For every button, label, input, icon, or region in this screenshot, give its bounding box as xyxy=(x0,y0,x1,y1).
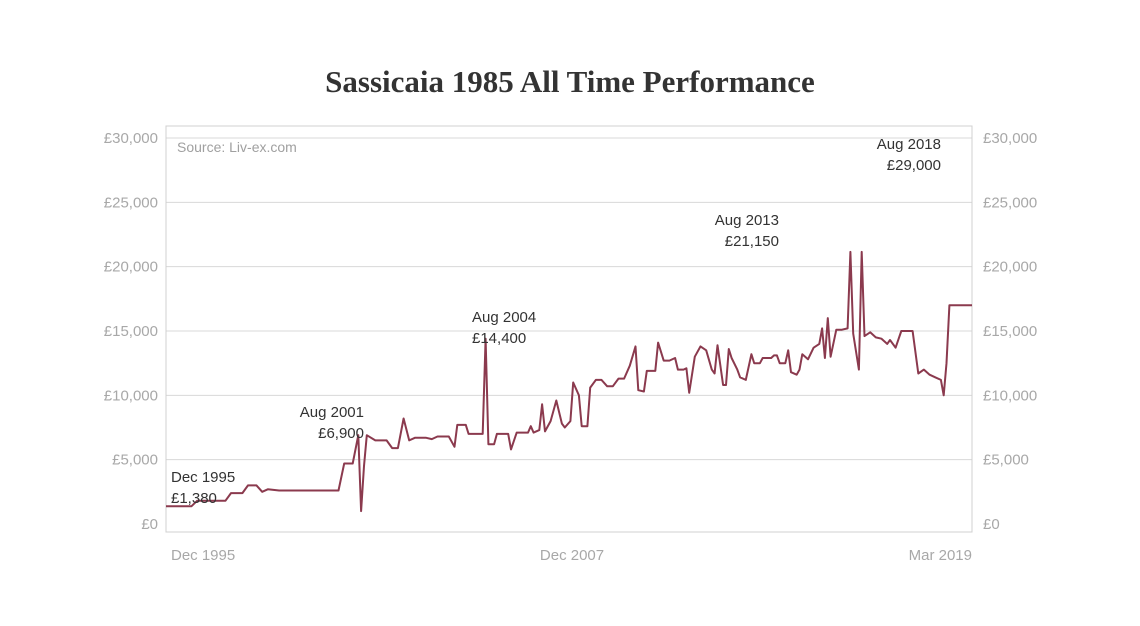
y-tick-label-right: £20,000 xyxy=(983,259,1037,276)
y-tick-label-left: £15,000 xyxy=(104,323,158,340)
y-tick-label-right: £0 xyxy=(983,516,1000,533)
chart-title: Sassicaia 1985 All Time Performance xyxy=(325,64,815,99)
y-tick-label-left: £20,000 xyxy=(104,259,158,276)
annotation-date: Aug 2018 xyxy=(877,136,941,153)
series-line xyxy=(166,250,972,513)
annotation-value: £14,400 xyxy=(472,330,526,347)
gridlines xyxy=(166,137,972,461)
y-tick-label-left: £5,000 xyxy=(112,452,158,469)
y-tick-label-left: £30,000 xyxy=(104,130,158,147)
x-tick-label: Dec 2007 xyxy=(540,547,604,564)
annotation-date: Aug 2013 xyxy=(715,212,779,229)
annotation-date: Dec 1995 xyxy=(171,469,235,486)
annotation-value: £29,000 xyxy=(887,157,941,174)
y-tick-label-right: £15,000 xyxy=(983,323,1037,340)
y-tick-label-right: £25,000 xyxy=(983,194,1037,211)
annotation-date: Aug 2004 xyxy=(472,309,536,326)
source-note: Source: Liv-ex.com xyxy=(177,139,297,155)
y-axis-right: £0 £5,000 £10,000 £15,000 £20,000 £25,000 £30,… xyxy=(983,130,1037,533)
y-tick-label-left: £25,000 xyxy=(104,194,158,211)
x-tick-label: Dec 1995 xyxy=(171,547,235,564)
x-tick-label: Mar 2019 xyxy=(909,547,972,564)
y-tick-label-right: £30,000 xyxy=(983,130,1037,147)
y-tick-label-left: £0 xyxy=(141,516,158,533)
annotation-date: Aug 2001 xyxy=(300,404,364,421)
y-tick-label-left: £10,000 xyxy=(104,387,158,404)
plot-frame xyxy=(165,125,973,533)
x-axis: Dec 1995 Dec 2007 Mar 2019 xyxy=(171,547,972,564)
y-tick-label-right: £10,000 xyxy=(983,387,1037,404)
annotations: Dec 1995 £1,380 Aug 2001 £6,900 Aug 2004 £14,… xyxy=(171,136,941,507)
y-tick-label-right: £5,000 xyxy=(983,452,1029,469)
annotation-value: £6,900 xyxy=(318,425,364,442)
annotation-value: £21,150 xyxy=(725,233,779,250)
y-axis-left: £0 £5,000 £10,000 £15,000 £20,000 £25,000 £30,… xyxy=(104,130,158,533)
annotation-value: £1,380 xyxy=(171,490,217,507)
